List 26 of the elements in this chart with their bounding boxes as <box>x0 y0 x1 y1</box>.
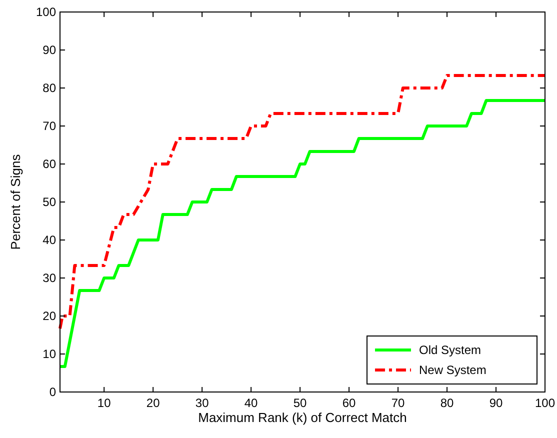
y-tick-label: 10 <box>42 347 56 361</box>
y-tick-label: 30 <box>42 271 56 285</box>
x-tick-label: 80 <box>440 396 454 410</box>
legend-label: Old System <box>419 343 482 357</box>
x-tick-label: 100 <box>534 396 556 410</box>
y-tick-label: 100 <box>36 5 56 19</box>
line-series <box>58 74 546 330</box>
x-tick-label: 50 <box>293 396 308 410</box>
y-tick-label: 50 <box>42 195 56 209</box>
x-tick-label: 60 <box>342 396 356 410</box>
x-tick-label: 70 <box>391 396 406 410</box>
y-tick-label: 80 <box>42 81 56 95</box>
y-tick-label: 60 <box>42 157 56 171</box>
y-tick-label: 0 <box>49 385 56 399</box>
y-tick-label: 40 <box>42 233 56 247</box>
x-tick-label: 20 <box>146 396 160 410</box>
x-tick-label: 40 <box>244 396 258 410</box>
y-tick-label: 20 <box>42 309 56 323</box>
y-tick-label: 90 <box>42 43 56 57</box>
legend-label: New System <box>419 363 486 377</box>
y-axis-title: Percent of Signs <box>8 154 23 250</box>
x-tick-label: 90 <box>489 396 504 410</box>
y-tick-label: 70 <box>42 119 56 133</box>
x-tick-label: 30 <box>195 396 210 410</box>
x-axis-title: Maximum Rank (k) of Correct Match <box>198 410 407 425</box>
x-tick-label: 10 <box>97 396 112 410</box>
